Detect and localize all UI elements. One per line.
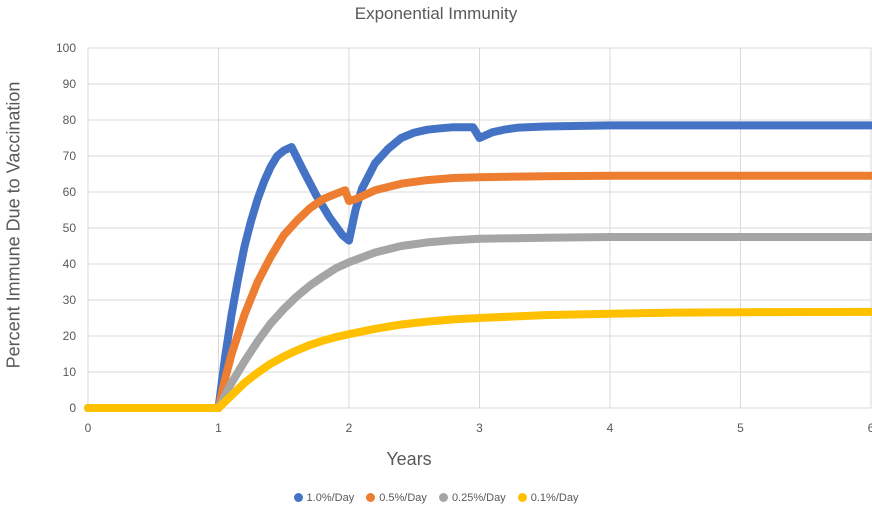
legend-marker: [438, 493, 448, 502]
y-tick-label: 10: [63, 365, 77, 379]
legend-item: 0.1%/Day: [517, 492, 579, 504]
x-tick-label: 1: [215, 421, 222, 435]
legend-label: 0.1%/Day: [530, 492, 579, 504]
x-tick-label: 3: [476, 421, 483, 435]
legend-item: 0.25%/Day: [438, 492, 506, 504]
x-tick-label: 2: [346, 421, 353, 435]
y-tick-label: 100: [56, 41, 76, 55]
legend-label: 1.0%/Day: [306, 492, 355, 504]
y-tick-label: 80: [63, 113, 77, 127]
legend-marker: [293, 493, 303, 502]
legend-label: 0.5%/Day: [379, 492, 427, 504]
y-tick-label: 70: [63, 149, 77, 163]
legend-item: 1.0%/Day: [293, 492, 355, 504]
y-tick-label: 50: [63, 221, 77, 235]
x-tick-label: 5: [737, 421, 744, 435]
y-tick-label: 40: [63, 257, 77, 271]
legend-marker: [517, 493, 527, 502]
legend: 1.0%/Day 0.5%/Day 0.25%/Day 0.1%/Day: [0, 492, 872, 504]
legend-item: 0.5%/Day: [366, 492, 427, 504]
legend-marker: [366, 493, 376, 502]
y-tick-label: 90: [63, 77, 77, 91]
x-tick-label: 0: [85, 421, 92, 435]
series-line: [84, 171, 872, 412]
y-tick-label: 20: [63, 329, 77, 343]
y-tick-label: 30: [63, 293, 77, 307]
series-line: [84, 307, 872, 412]
x-axis-label: Years: [386, 449, 432, 469]
x-tick-label: 4: [607, 421, 614, 435]
y-tick-label: 60: [63, 185, 77, 199]
y-tick-label: 0: [69, 401, 76, 415]
x-tick-label: 6: [868, 421, 872, 435]
legend-label: 0.25%/Day: [451, 492, 506, 504]
series-line: [84, 233, 872, 412]
chart-title: Exponential Immunity: [354, 4, 518, 23]
